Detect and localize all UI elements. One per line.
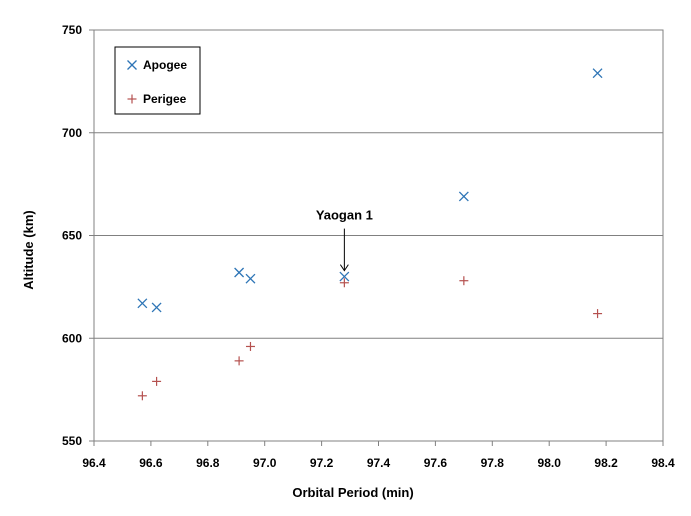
legend: Apogee Perigee [114, 46, 201, 115]
legend-marker-perigee [127, 94, 137, 104]
perigee-point [593, 309, 603, 319]
y-tick-label: 600 [62, 331, 82, 345]
x-tick-label: 98.2 [594, 456, 618, 470]
perigee-point [152, 376, 162, 386]
apogee-point [245, 273, 256, 284]
y-axis-title: Altitude (km) [21, 210, 36, 289]
x-tick-label: 97.6 [424, 456, 448, 470]
apogee-point [458, 191, 469, 202]
perigee-point [234, 356, 244, 366]
x-tick-label: 97.4 [367, 456, 391, 470]
x-axis-ticks: 96.4 96.6 96.8 97.0 97.2 97.4 97.6 97.8 98.0 98.2… [82, 441, 675, 470]
apogee-point [339, 271, 350, 282]
legend-label-apogee: Apogee [143, 58, 187, 72]
apogee-point [234, 267, 245, 278]
y-tick-label: 750 [62, 23, 82, 37]
perigee-point [137, 391, 147, 401]
data-points [137, 68, 603, 401]
y-tick-label: 650 [62, 229, 82, 243]
x-axis-title: Orbital Period (min) [292, 485, 413, 500]
x-tick-label: 96.6 [139, 456, 163, 470]
apogee-point [151, 302, 162, 313]
x-tick-label: 98.0 [538, 456, 562, 470]
x-tick-label: 97.8 [481, 456, 505, 470]
apogee-point [137, 298, 148, 309]
y-axis-ticks: 550 600 650 700 750 [62, 23, 94, 448]
annotation-arrowhead [339, 264, 349, 272]
x-tick-label: 96.4 [82, 456, 106, 470]
perigee-point [339, 278, 349, 288]
annotation-label: Yaogan 1 [316, 208, 373, 223]
annotation: Yaogan 1 [316, 208, 373, 272]
y-tick-label: 550 [62, 434, 82, 448]
x-tick-label: 98.4 [651, 456, 675, 470]
y-tick-label: 700 [62, 126, 82, 140]
perigee-point [245, 341, 255, 351]
apogee-point [592, 68, 603, 79]
perigee-point [459, 276, 469, 286]
legend-marker-apogee [127, 60, 137, 70]
legend-box [114, 46, 201, 115]
x-tick-label: 97.2 [310, 456, 334, 470]
x-tick-label: 97.0 [253, 456, 277, 470]
legend-label-perigee: Perigee [143, 92, 187, 106]
x-tick-label: 96.8 [196, 456, 220, 470]
